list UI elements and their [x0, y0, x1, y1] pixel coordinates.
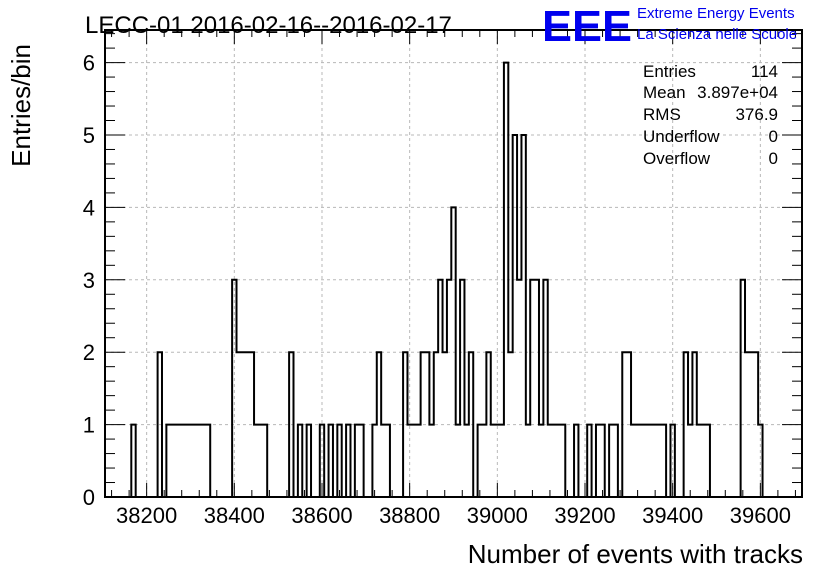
x-tick-label: 39000: [467, 503, 528, 528]
x-tick-label: 38600: [291, 503, 352, 528]
x-tick-label: 39200: [554, 503, 615, 528]
eee-logo-line1: Extreme Energy Events: [637, 5, 795, 22]
tick-labels: 38200 38400 38600 38800 39000 39200 39400 39600…: [83, 51, 791, 528]
x-tick-label: 38800: [379, 503, 440, 528]
plot-frame: [104, 29, 803, 498]
stats-overflow-value: 0: [769, 149, 778, 168]
stats-mean-value: 3.897e+04: [697, 83, 778, 102]
y-tick-label: 5: [83, 123, 95, 148]
stats-entries-label: Entries: [643, 62, 696, 81]
x-tick-label: 39600: [730, 503, 791, 528]
stats-rms-value: 376.9: [735, 105, 778, 124]
y-tick-label: 0: [83, 485, 95, 510]
stats-entries-value: 114: [751, 62, 778, 81]
eee-logo: EEE Extreme Energy Events La Scienza nel…: [542, 2, 797, 51]
eee-logo-line2: La Scienza nelle Scuole: [637, 26, 797, 43]
y-axis-label: Entries/bin: [6, 44, 36, 167]
stats-box: Entries 114 Mean 3.897e+04 RMS 376.9 Und…: [643, 62, 778, 168]
y-tick-label: 3: [83, 268, 95, 293]
stats-mean-label: Mean: [643, 83, 686, 102]
y-tick-label: 4: [83, 195, 95, 220]
chart-title: LECC-01 2016-02-16--2016-02-17: [85, 12, 452, 39]
stats-underflow-value: 0: [769, 127, 778, 146]
y-tick-label: 1: [83, 413, 95, 438]
stats-underflow-label: Underflow: [643, 127, 720, 146]
axis-ticks: [105, 30, 802, 498]
y-tick-label: 2: [83, 340, 95, 365]
x-tick-label: 38200: [116, 503, 177, 528]
x-axis-label: Number of events with tracks: [468, 539, 803, 569]
eee-logo-text: EEE: [542, 2, 632, 51]
x-tick-label: 38400: [204, 503, 265, 528]
stats-rms-label: RMS: [643, 105, 681, 124]
y-tick-label: 6: [83, 51, 95, 76]
x-tick-label: 39400: [642, 503, 703, 528]
stats-overflow-label: Overflow: [643, 149, 711, 168]
